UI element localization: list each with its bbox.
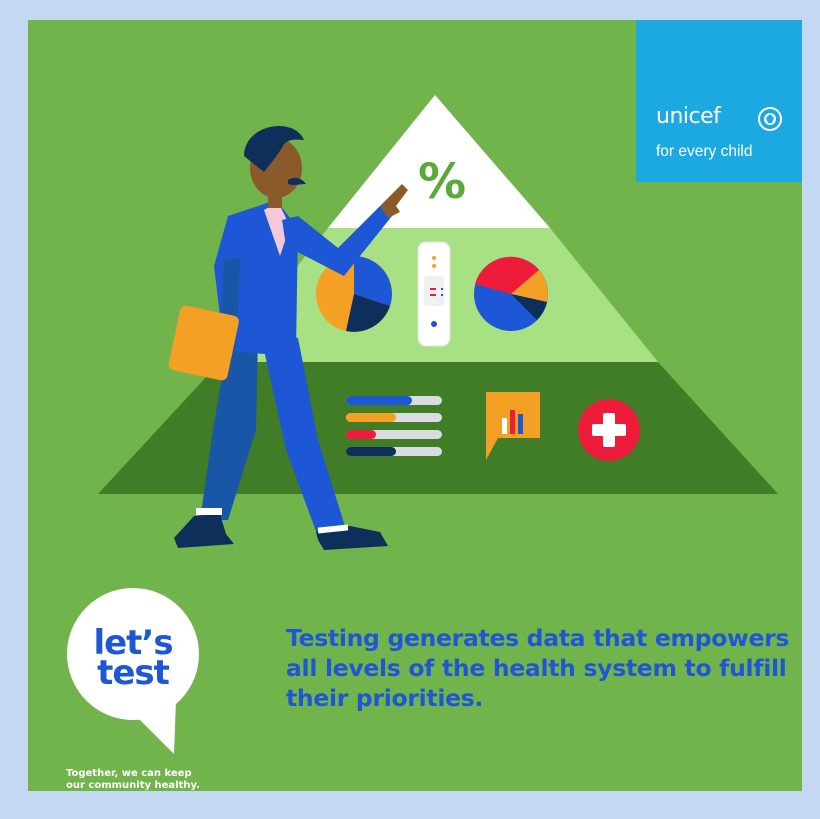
lets-test-speech-bubble [67, 588, 199, 754]
clipboard-icon [168, 305, 239, 381]
rapid-test-icon [417, 241, 451, 347]
campaign-tagline: Together, we can keep our community heal… [66, 768, 200, 791]
bar-chart-speech-icon [486, 392, 540, 460]
plus-cross-icon [578, 399, 640, 461]
pyramid-bottom-tier [98, 362, 778, 494]
infographic-canvas: % [28, 20, 802, 791]
globe-emblem-icon [758, 107, 782, 131]
lets-test-line1: let’s [93, 623, 173, 663]
percent-icon: % [418, 154, 466, 210]
unicef-logo: unicef for every child [636, 20, 802, 182]
key-message: Testing generates data that empowers all… [286, 624, 790, 712]
pie-chart-icon [316, 256, 392, 332]
pyramid-top-tier [328, 95, 550, 228]
progress-bars-icon [346, 396, 442, 456]
health-worker-figure [168, 126, 408, 550]
pie-chart-icon [474, 256, 548, 331]
unicef-tagline: for every child [656, 143, 753, 160]
unicef-wordmark: unicef [656, 104, 721, 129]
lets-test-line2: test [97, 653, 170, 693]
lets-test-logo: let’s test [83, 623, 183, 693]
